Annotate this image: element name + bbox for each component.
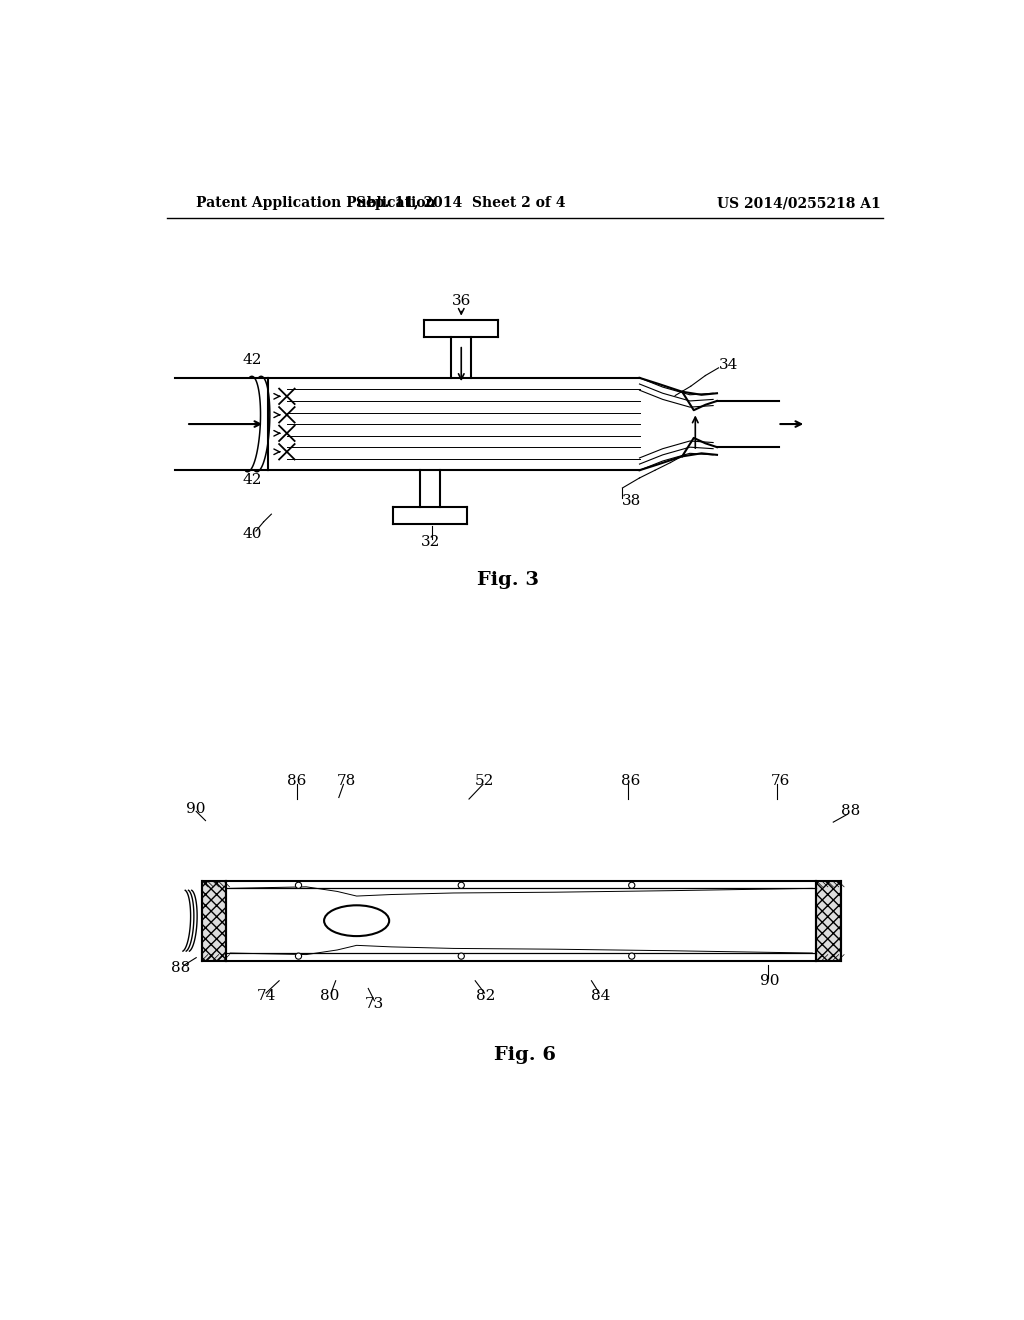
Text: 38: 38 [622, 494, 641, 508]
Text: Fig. 3: Fig. 3 [477, 572, 539, 589]
Text: Fig. 6: Fig. 6 [494, 1047, 556, 1064]
Text: 80: 80 [319, 989, 339, 1003]
Text: 36: 36 [452, 294, 471, 308]
Text: 88: 88 [841, 804, 860, 818]
Text: US 2014/0255218 A1: US 2014/0255218 A1 [717, 197, 881, 210]
Circle shape [458, 953, 464, 960]
Circle shape [295, 953, 302, 960]
Text: Sep. 11, 2014  Sheet 2 of 4: Sep. 11, 2014 Sheet 2 of 4 [356, 197, 566, 210]
Text: 42: 42 [243, 474, 262, 487]
Text: 73: 73 [365, 997, 384, 1011]
Text: 78: 78 [337, 774, 356, 788]
Text: 86: 86 [288, 774, 306, 788]
Bar [202, 880, 226, 961]
Circle shape [629, 953, 635, 960]
Text: 34: 34 [719, 358, 738, 372]
Text: 76: 76 [771, 774, 791, 788]
Text: Patent Application Publication: Patent Application Publication [197, 197, 436, 210]
Text: 90: 90 [760, 974, 779, 987]
Text: 42: 42 [243, 354, 262, 367]
Ellipse shape [324, 906, 389, 936]
Text: 82: 82 [476, 989, 496, 1003]
Bar [816, 880, 841, 961]
Text: 40: 40 [243, 527, 262, 541]
Circle shape [629, 882, 635, 888]
Text: 90: 90 [186, 803, 206, 816]
Text: 86: 86 [621, 774, 640, 788]
Text: 52: 52 [475, 774, 495, 788]
Circle shape [295, 882, 302, 888]
Text: 32: 32 [421, 535, 440, 549]
Circle shape [458, 882, 464, 888]
Text: 88: 88 [171, 961, 190, 975]
Text: 84: 84 [591, 989, 610, 1003]
Text: 74: 74 [256, 989, 275, 1003]
